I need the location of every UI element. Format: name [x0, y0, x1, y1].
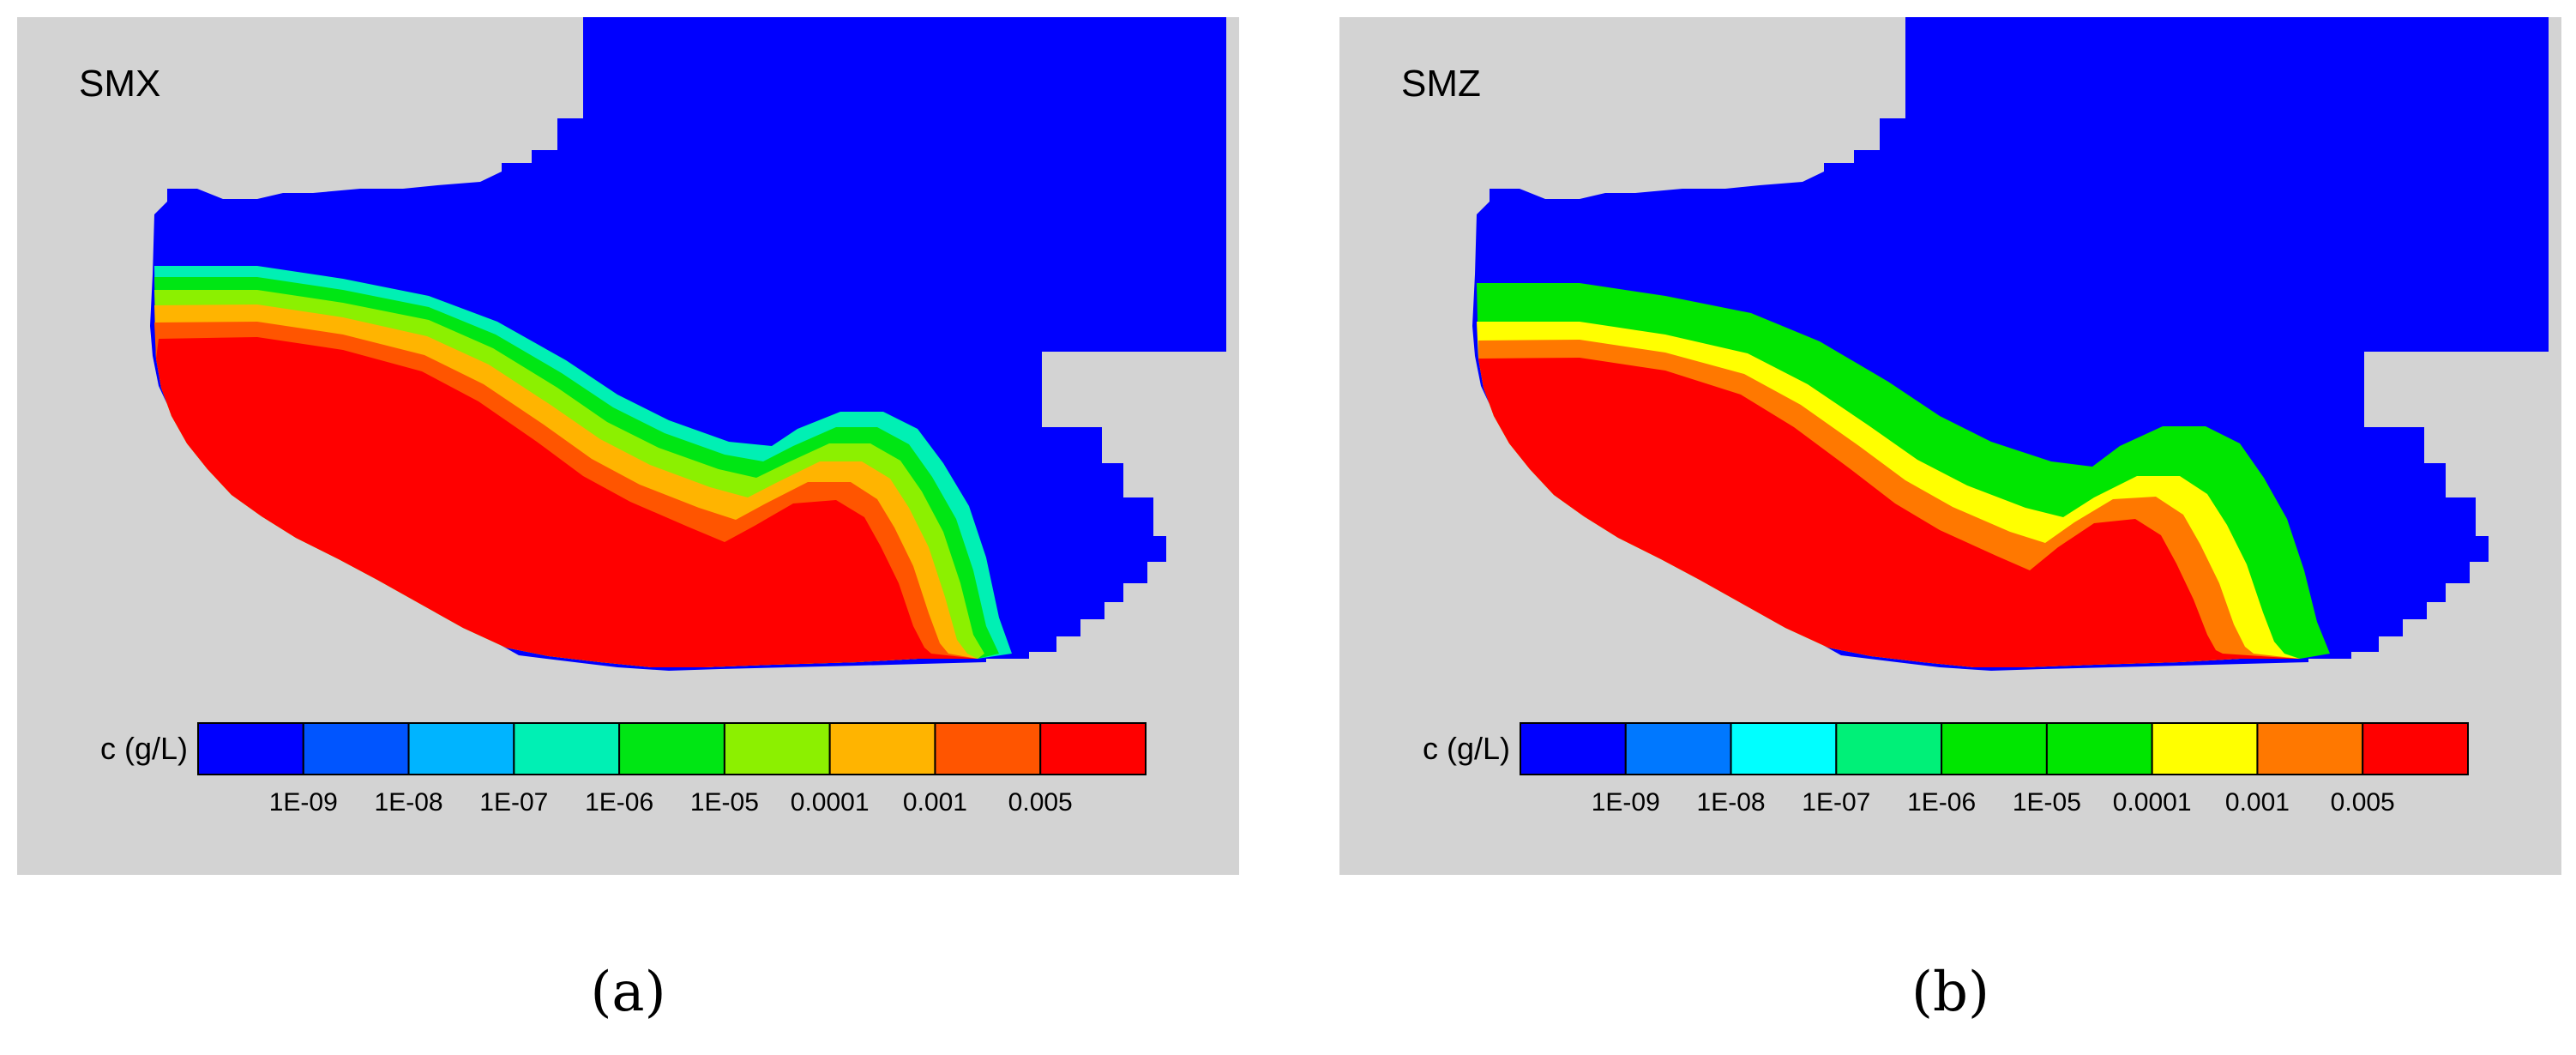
legend-tick-label: 0.0001 [791, 788, 870, 817]
legend-swatch [1730, 722, 1838, 775]
legend-swatch [2151, 722, 2259, 775]
caption-b: (b) [1911, 961, 1989, 1024]
legend-swatch [197, 722, 304, 775]
plume-band [1478, 358, 2300, 667]
legend-title: c (g/L) [1423, 731, 1510, 766]
plume-band [156, 337, 978, 667]
legend-swatch [407, 722, 515, 775]
concentration-map-a: SMX c (g/L) 1E-09 1E-08 1E-07 1E-06 1E-05 0.000… [17, 17, 1239, 875]
legend-tick-label: 1E-05 [2013, 788, 2081, 817]
concentration-map-b: SMZ c (g/L) 1E-09 1E-08 1E-07 1E-06 1E-05 0.000… [1339, 17, 2561, 875]
panel-a: SMX c (g/L) 1E-09 1E-08 1E-07 1E-06 1E-05 0.000… [17, 17, 1239, 875]
caption-a: (a) [590, 961, 666, 1024]
legend-swatch [513, 722, 621, 775]
legend-swatch [828, 722, 936, 775]
panel-b: SMZ c (g/L) 1E-09 1E-08 1E-07 1E-06 1E-05 0.000… [1339, 17, 2561, 875]
legend-tick-label: 0.0001 [2113, 788, 2192, 817]
legend-swatch [2256, 722, 2364, 775]
legend-swatch [2362, 722, 2469, 775]
panel-label: SMX [79, 63, 160, 105]
legend-swatch [934, 722, 1042, 775]
legend-tick-label: 0.005 [2331, 788, 2395, 817]
legend-tick-label: 1E-08 [1697, 788, 1766, 817]
legend-swatch [618, 722, 725, 775]
legend-tick-label: 0.005 [1008, 788, 1073, 817]
legend-swatch [1624, 722, 1732, 775]
legend-swatch [1039, 722, 1147, 775]
panel-label: SMZ [1401, 63, 1481, 105]
legend-tick-label: 1E-07 [1802, 788, 1870, 817]
legend-tick-label: 1E-05 [690, 788, 759, 817]
legend-swatch [1835, 722, 1943, 775]
legend-swatch [1941, 722, 2048, 775]
legend-tick-label: 0.001 [2225, 788, 2290, 817]
legend-tick-label: 0.001 [903, 788, 967, 817]
legend-title: c (g/L) [100, 731, 188, 766]
legend-tick-label: 1E-09 [1592, 788, 1660, 817]
legend-swatch [2045, 722, 2153, 775]
legend-tick-label: 1E-06 [1907, 788, 1976, 817]
legend-tick-label: 1E-07 [479, 788, 548, 817]
legend-swatch [723, 722, 831, 775]
legend-swatch [302, 722, 410, 775]
legend-tick-label: 1E-09 [269, 788, 338, 817]
legend-tick-label: 1E-06 [585, 788, 653, 817]
legend-tick-label: 1E-08 [375, 788, 443, 817]
legend-swatch [1520, 722, 1627, 775]
